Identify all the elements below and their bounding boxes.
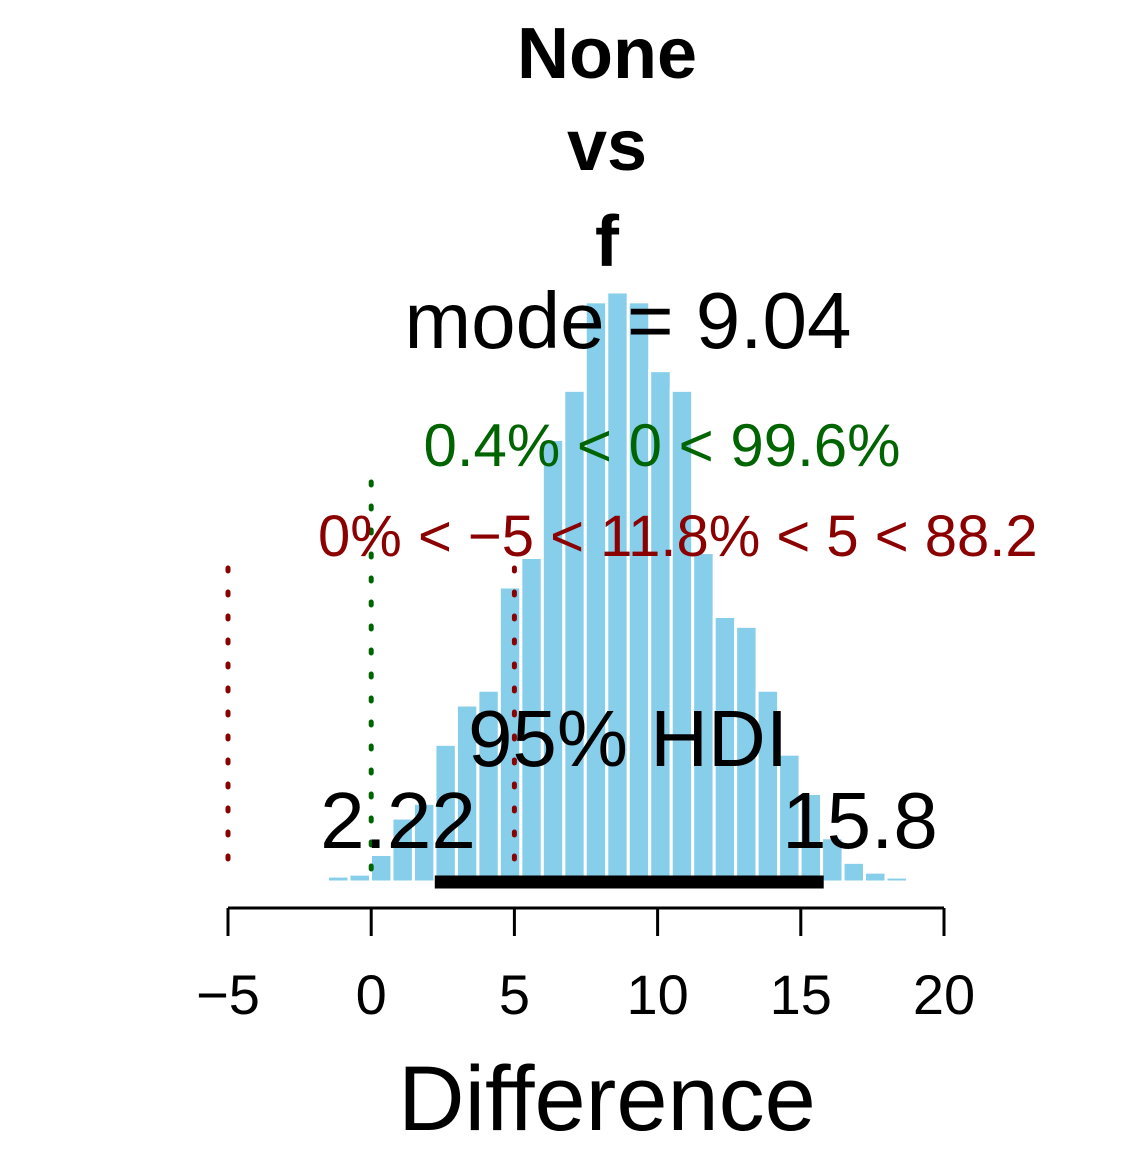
histogram-bar bbox=[820, 836, 845, 884]
histogram-bar bbox=[347, 872, 372, 884]
histogram-bar bbox=[841, 860, 867, 884]
chart-title-line-2: vs bbox=[567, 106, 647, 186]
histogram-bar bbox=[905, 878, 931, 884]
x-axis: −5 0 5 10 15 20 bbox=[196, 906, 975, 1026]
chart-title-line-3: f bbox=[595, 202, 620, 282]
x-tick-label: 0 bbox=[356, 963, 387, 1026]
mode-label: mode = 9.04 bbox=[405, 276, 852, 365]
rope-percent-label: 0% < −5 < 11.8% < 5 < 88.2 bbox=[318, 504, 1038, 569]
comparison-percent-label: 0.4% < 0 < 99.6% bbox=[423, 412, 900, 479]
x-tick-label: 10 bbox=[626, 963, 688, 1026]
chart-title-line-1: None bbox=[517, 14, 697, 94]
histogram-bar bbox=[326, 874, 351, 884]
histogram-bar bbox=[884, 875, 909, 884]
histogram-bar bbox=[304, 878, 330, 884]
histogram-bar bbox=[583, 300, 609, 884]
histogram-bar bbox=[626, 300, 652, 884]
histogram-bar bbox=[863, 870, 888, 884]
x-tick-label: 5 bbox=[499, 963, 530, 1026]
x-tick-label: 20 bbox=[913, 963, 975, 1026]
histogram-bar bbox=[605, 290, 630, 884]
x-tick-label: −5 bbox=[196, 963, 260, 1026]
hdi-low-label: 2.22 bbox=[320, 776, 476, 865]
hdi-high-label: 15.8 bbox=[782, 776, 938, 865]
x-axis-label: Difference bbox=[398, 1048, 816, 1150]
x-tick-label: 15 bbox=[770, 963, 832, 1026]
hdi-label: 95% HDI bbox=[468, 694, 788, 783]
